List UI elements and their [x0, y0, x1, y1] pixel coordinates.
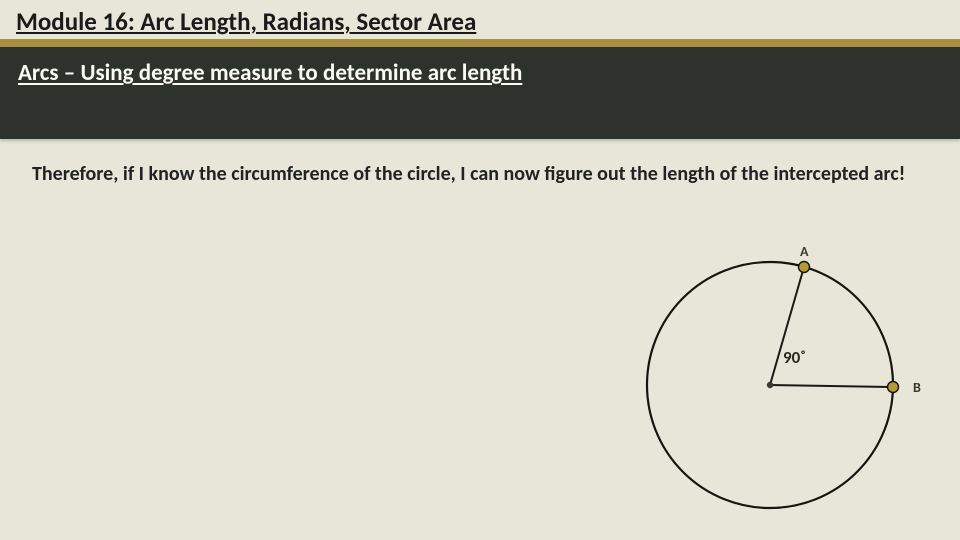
label-B: B: [913, 379, 921, 396]
angle-value: 90˚: [783, 347, 806, 368]
point-A: [799, 262, 810, 273]
body-paragraph: Therefore, if I know the circumference o…: [0, 139, 960, 187]
circle-diagram: A B 90˚: [620, 235, 940, 535]
point-B: [888, 382, 899, 393]
gold-divider-bar: [0, 39, 960, 47]
label-A: A: [800, 243, 808, 260]
center-point: [767, 382, 773, 388]
diagram-svg: [620, 235, 940, 535]
chalkboard-panel: Arcs – Using degree measure to determine…: [0, 47, 960, 139]
radius-to-B: [770, 385, 893, 387]
section-heading: Arcs – Using degree measure to determine…: [18, 59, 522, 91]
module-title: Module 16: Arc Length, Radians, Sector A…: [0, 0, 960, 39]
